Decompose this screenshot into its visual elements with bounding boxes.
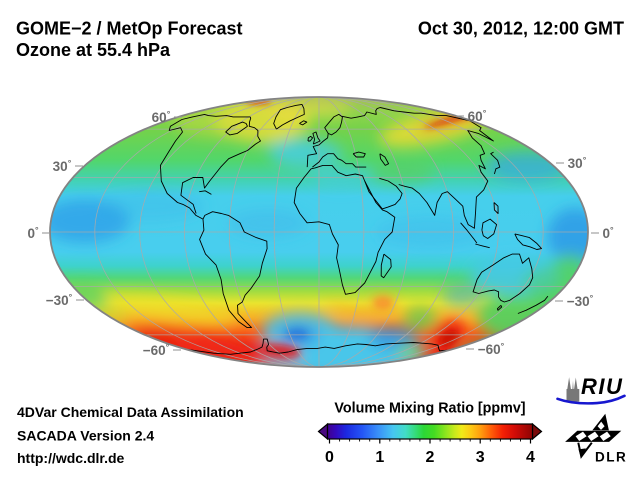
svg-text:−60°: −60° <box>478 341 505 357</box>
svg-text:4: 4 <box>526 449 535 466</box>
svg-text:3: 3 <box>476 449 485 466</box>
svg-text:60°: 60° <box>152 109 171 125</box>
svg-text:http://wdc.dlr.de: http://wdc.dlr.de <box>17 450 125 466</box>
svg-text:DLR: DLR <box>595 450 627 465</box>
svg-text:Ozone at 55.4 hPa: Ozone at 55.4 hPa <box>16 40 171 60</box>
svg-text:RIU: RIU <box>581 374 623 399</box>
svg-text:60°: 60° <box>468 108 487 124</box>
svg-text:1: 1 <box>375 449 384 466</box>
svg-text:4DVar Chemical Data Assimilati: 4DVar Chemical Data Assimilation <box>17 404 244 420</box>
svg-text:−60°: −60° <box>143 342 170 358</box>
svg-text:30°: 30° <box>568 155 587 171</box>
svg-text:0°: 0° <box>602 225 614 241</box>
svg-text:−30°: −30° <box>567 293 594 309</box>
svg-text:Volume Mixing Ratio [ppmv]: Volume Mixing Ratio [ppmv] <box>334 401 525 417</box>
svg-text:GOME−2 / MetOp Forecast: GOME−2 / MetOp Forecast <box>16 19 243 39</box>
svg-text:Oct 30, 2012, 12:00 GMT: Oct 30, 2012, 12:00 GMT <box>418 19 624 39</box>
svg-text:SACADA Version 2.4: SACADA Version 2.4 <box>17 428 154 444</box>
svg-text:0°: 0° <box>27 225 39 241</box>
svg-text:−30°: −30° <box>46 292 73 308</box>
svg-text:30°: 30° <box>53 158 72 174</box>
svg-text:2: 2 <box>426 449 435 466</box>
svg-text:0: 0 <box>325 449 334 466</box>
